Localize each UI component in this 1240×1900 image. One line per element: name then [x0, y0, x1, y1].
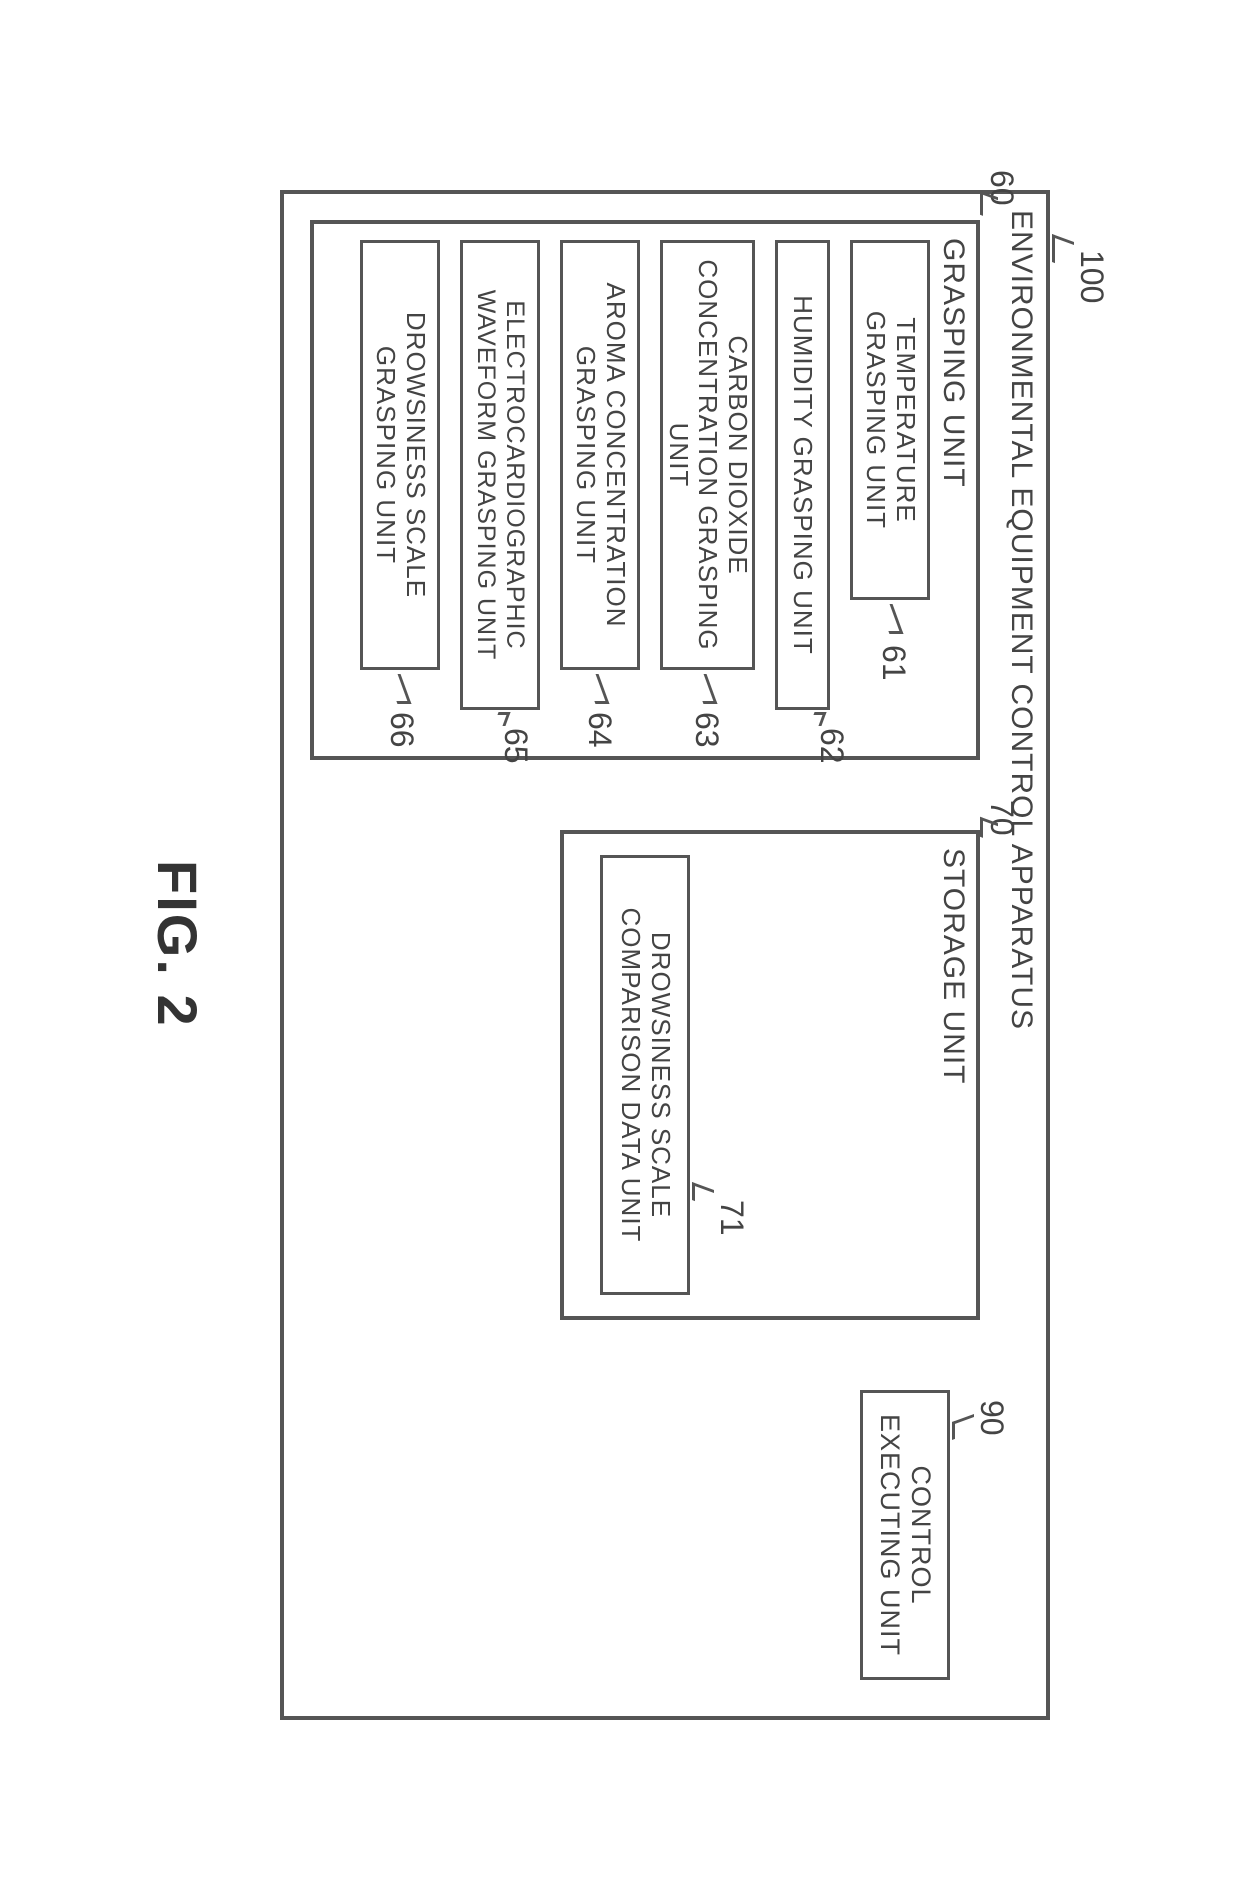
ecg-grasping-unit: ELECTROCARDIOGRAPHIC WAVEFORM GRASPING U… — [460, 240, 540, 710]
control-executing-ref: 90 — [973, 1400, 1010, 1436]
aroma-grasping-unit: AROMA CONCENTRATION GRASPING UNIT — [560, 240, 640, 670]
storage-unit-title: STORAGE UNIT — [936, 848, 970, 1084]
grasping-unit-title: GRASPING UNIT — [936, 238, 970, 488]
drowsiness-grasping-unit: DROWSINESS SCALE GRASPING UNIT — [360, 240, 440, 670]
drowsiness-comparison-unit: DROWSINESS SCALE COMPARISON DATA UNIT — [600, 855, 690, 1295]
figure-caption: FIG. 2 — [145, 860, 210, 1028]
ecg-grasping-ref: 65 — [497, 728, 534, 764]
drowsiness-grasping-ref: 66 — [383, 712, 420, 748]
humidity-grasping-ref: 62 — [813, 728, 850, 764]
diagram-canvas: ENVIRONMENTAL EQUIPMENT CONTROL APPARATU… — [70, 100, 1170, 1800]
apparatus-title: ENVIRONMENTAL EQUIPMENT CONTROL APPARATU… — [1004, 210, 1038, 1030]
carbon-dioxide-grasping-unit: CARBON DIOXIDE CONCENTRATION GRASPING UN… — [660, 240, 755, 670]
apparatus-ref: 100 — [1073, 250, 1110, 303]
temperature-grasping-ref: 61 — [875, 645, 912, 681]
control-executing-unit: CONTROL EXECUTING UNIT — [860, 1390, 950, 1680]
apparatus-lead — [1052, 234, 1074, 270]
drowsiness-comparison-ref: 71 — [713, 1200, 750, 1236]
humidity-grasping-unit: HUMIDITY GRASPING UNIT — [775, 240, 830, 710]
temperature-grasping-unit: TEMPERATURE GRASPING UNIT — [850, 240, 930, 600]
aroma-grasping-ref: 64 — [581, 712, 618, 748]
carbon-dioxide-grasping-ref: 63 — [688, 712, 725, 748]
